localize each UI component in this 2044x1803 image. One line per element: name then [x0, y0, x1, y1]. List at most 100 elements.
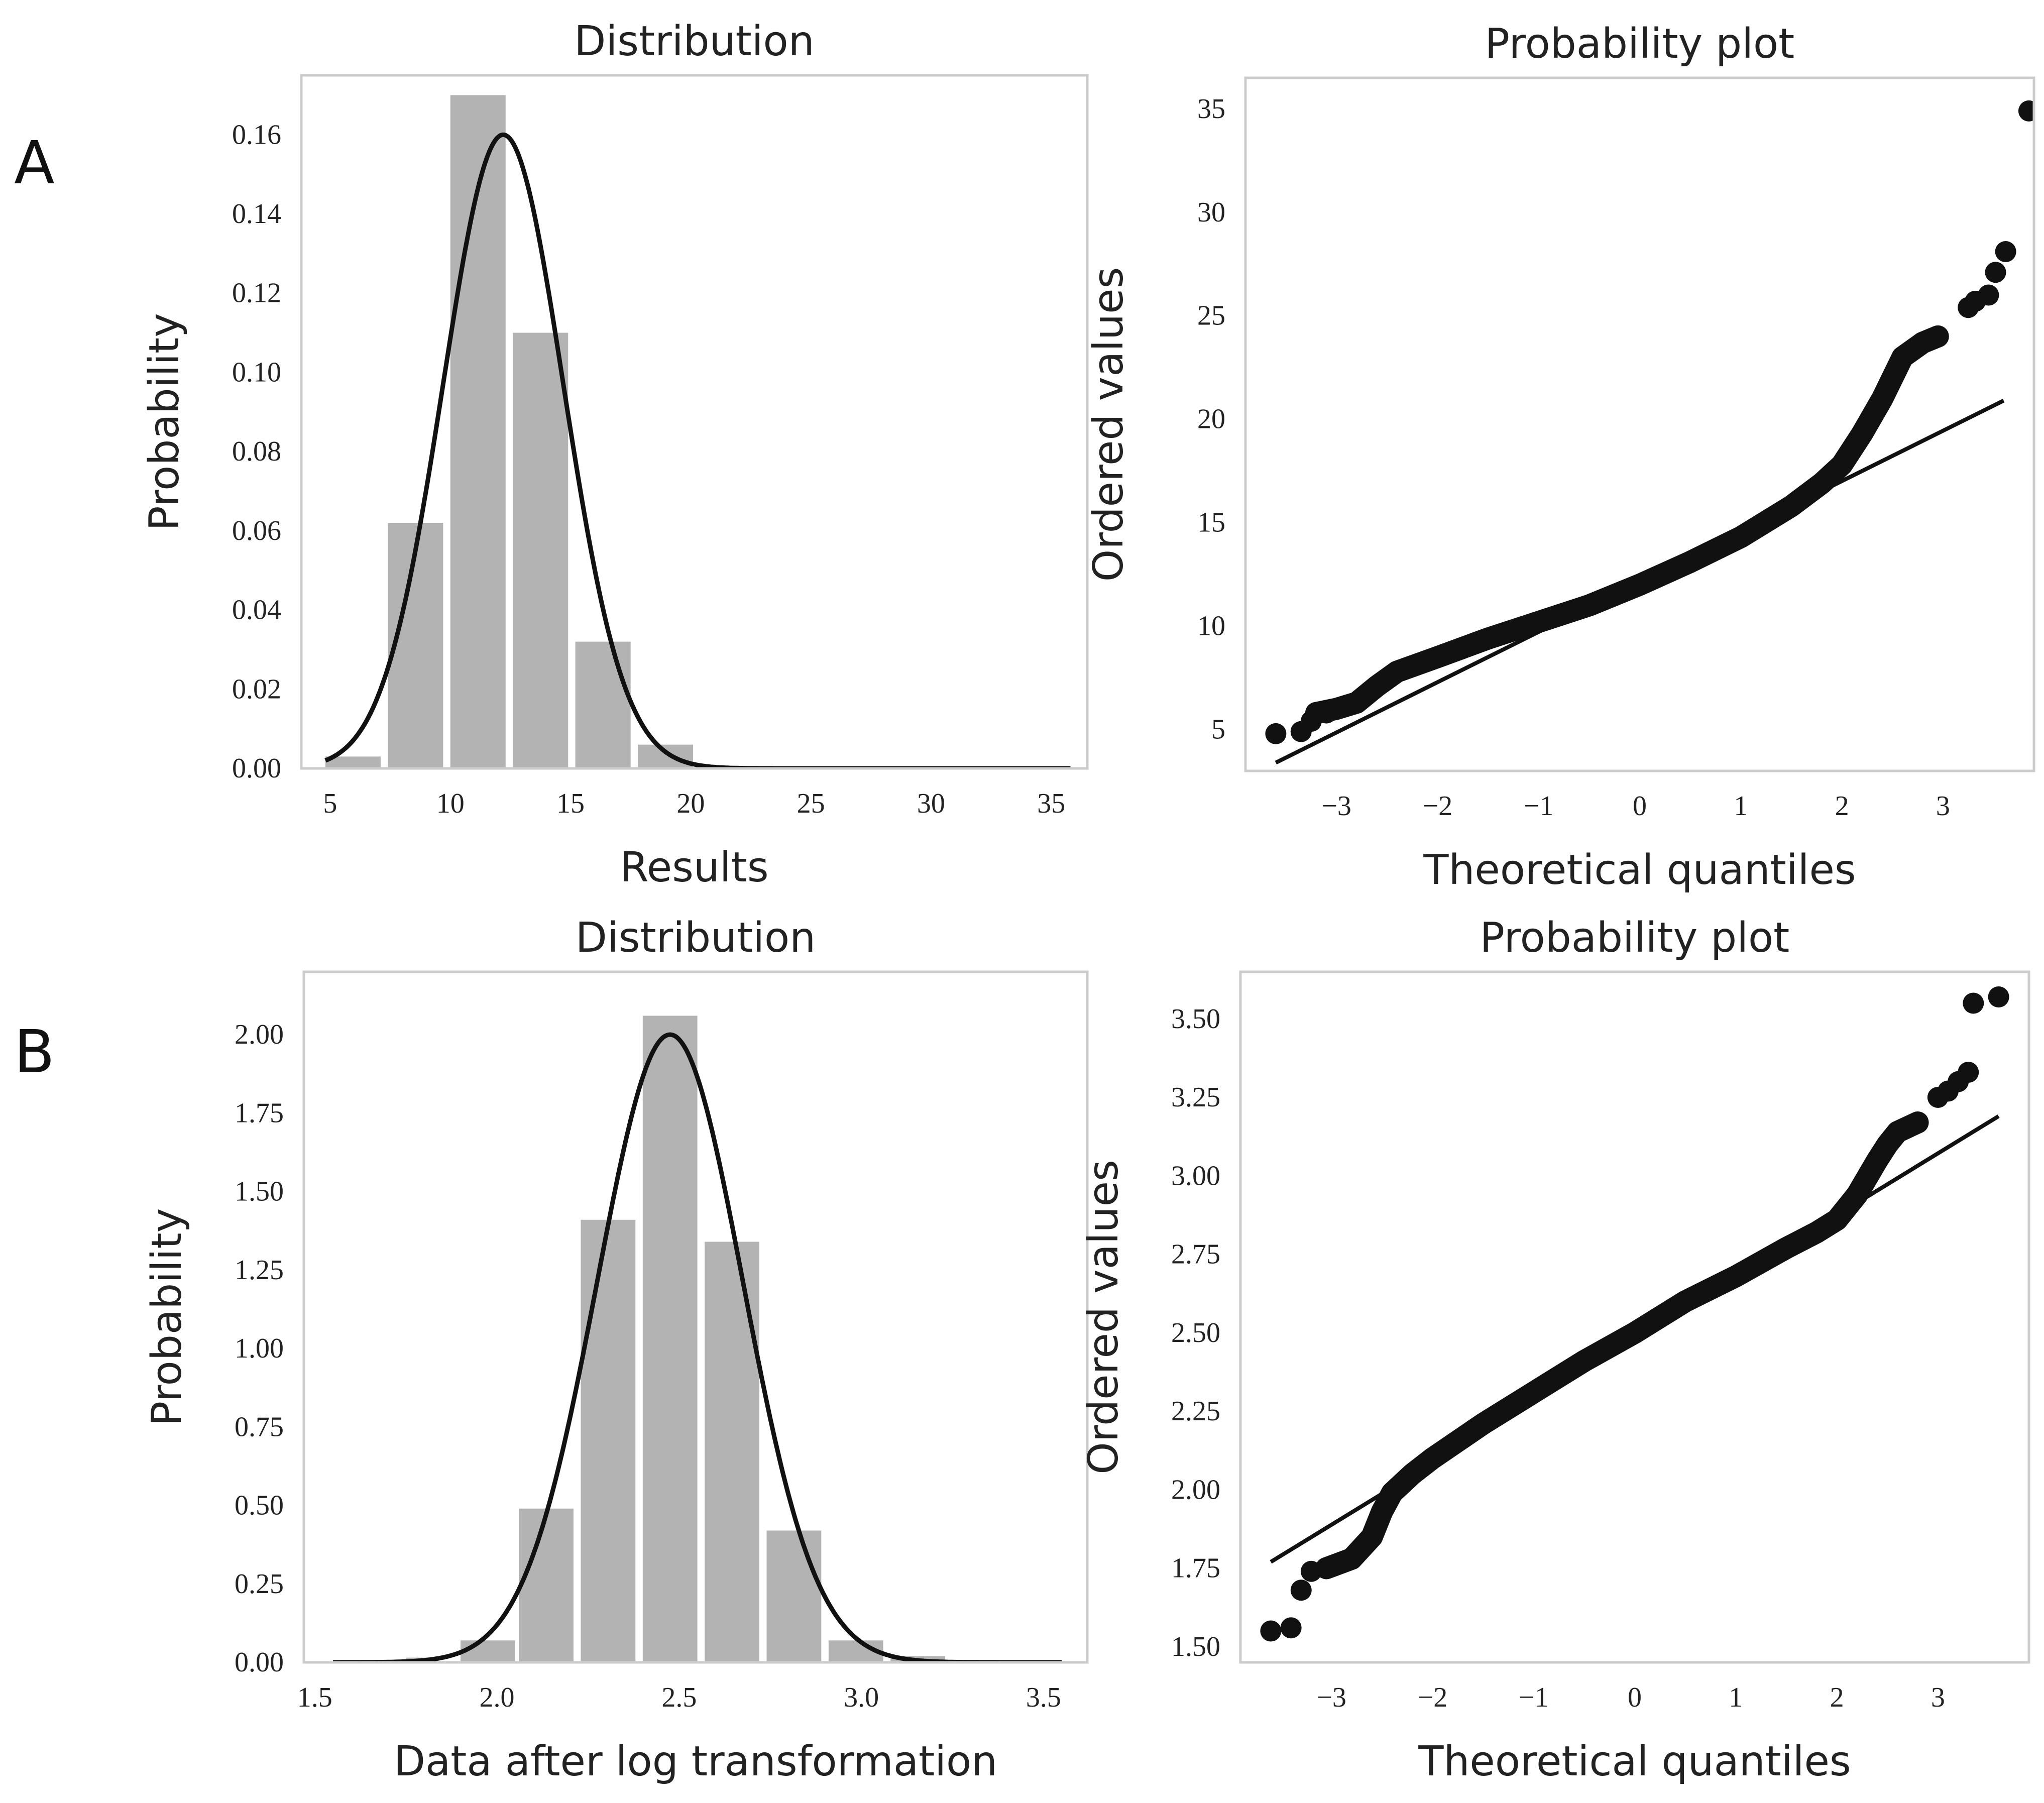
chart-3-plot-area [1260, 986, 2009, 1642]
chart-2-ytick-label-2: 0.50 [235, 1490, 284, 1521]
chart-3-ytick-label-3: 2.25 [1171, 1396, 1220, 1427]
chart-3-title: Probability plot [1480, 914, 1790, 962]
chart-1-point-10 [2038, 84, 2044, 105]
chart-3-ytick-label-6: 3.00 [1171, 1160, 1220, 1191]
chart-0-bar-4 [575, 641, 631, 768]
chart-1-title: Probability plot [1485, 20, 1795, 68]
chart-0-ytick-label-2: 0.04 [232, 595, 281, 626]
chart-1-frame [1244, 76, 2035, 772]
chart-2-title: Distribution [576, 914, 816, 962]
chart-3-ytick-label-4: 2.50 [1171, 1317, 1220, 1348]
chart-1-xtick-label-4: 1 [1734, 791, 1748, 822]
chart-1-xtick-label-2: −1 [1524, 791, 1554, 822]
chart-2-bar-1 [461, 1640, 515, 1662]
chart-1-ytick-label-4: 25 [1197, 300, 1225, 331]
chart-1-point-0 [1265, 723, 1287, 744]
chart-1-ytick-label-1: 10 [1197, 611, 1225, 642]
chart-3-ytick-label-5: 2.75 [1171, 1239, 1220, 1270]
chart-0-ytick-label-8: 0.16 [232, 119, 281, 150]
chart-0-ytick-label-7: 0.14 [232, 198, 281, 230]
chart-1-point-8 [1995, 241, 2016, 263]
chart-2-xlabel: Data after log transformation [394, 1738, 997, 1785]
chart-1-point-9 [2018, 100, 2034, 122]
chart-2: 0.00 0.25 0.50 0.75 1.00 1.25 1.50 1.75 2.00 1.5 2… [143, 914, 1089, 1785]
chart-0-ylabel: Probability [141, 313, 188, 530]
chart-3-xtick-label-5: 2 [1830, 1682, 1844, 1713]
chart-2-ylabel: Probability [143, 1208, 191, 1426]
chart-2-ytick-label-1: 0.25 [235, 1568, 284, 1600]
chart-1-point-3 [1316, 702, 1337, 724]
chart-2-xtick-label-0: 1.5 [297, 1682, 332, 1713]
chart-2-ytick-label-3: 0.75 [235, 1411, 284, 1442]
chart-2-bar-6 [766, 1530, 822, 1662]
chart-0-ytick-label-5: 0.10 [232, 357, 281, 388]
chart-0-bar-2 [450, 95, 506, 768]
chart-1-ytick-label-6: 35 [1197, 93, 1225, 125]
chart-1-ytick-label-5: 30 [1197, 197, 1225, 228]
chart-2-xtick-label-4: 3.5 [1026, 1682, 1061, 1713]
chart-0-bar-5 [638, 744, 694, 768]
chart-0-xtick-label-3: 20 [676, 788, 705, 819]
chart-0: 0.00 0.02 0.04 0.06 0.08 0.10 0.12 0.14 0.16 5 10 1… [141, 18, 1089, 891]
chart-3-ordered-values [1315, 1111, 1929, 1580]
chart-3-xtick-label-1: −2 [1418, 1682, 1448, 1713]
chart-2-frame [302, 970, 1089, 1664]
chart-3-xtick-label-3: 0 [1628, 1682, 1642, 1713]
chart-3-point-8 [1963, 992, 1984, 1014]
chart-1-point-6 [1978, 284, 1999, 306]
chart-2-xtick-label-2: 2.5 [661, 1682, 697, 1713]
chart-3-point-9 [1988, 986, 2009, 1007]
chart-0-bar-0 [325, 756, 381, 768]
chart-3-point-0 [1260, 1620, 1282, 1642]
chart-3-xlabel: Theoretical quantiles [1418, 1738, 1851, 1785]
chart-1-ytick-label-0: 5 [1211, 714, 1225, 745]
chart-0-xtick-label-4: 25 [797, 788, 825, 819]
chart-0-xlabel: Results [620, 844, 768, 891]
chart-2-marks [333, 1016, 1062, 1662]
chart-0-frame [300, 74, 1089, 770]
chart-3-frame [1239, 970, 2030, 1664]
chart-1-xlabel: Theoretical quantiles [1423, 846, 1856, 894]
chart-1-ytick-label-2: 15 [1197, 507, 1225, 538]
chart-3-point-7 [1958, 1062, 1979, 1083]
chart-1-xtick-label-3: 0 [1633, 791, 1647, 822]
chart-0-xtick-label-6: 35 [1037, 788, 1065, 819]
chart-2-bar-4 [642, 1016, 698, 1662]
chart-2-ytick-label-7: 1.75 [235, 1097, 284, 1129]
chart-2-ytick-label-4: 1.00 [235, 1333, 284, 1364]
chart-2-ytick-label-5: 1.25 [235, 1255, 284, 1286]
chart-0-ytick-label-0: 0.00 [232, 753, 281, 784]
chart-1-xtick-label-1: −2 [1423, 791, 1453, 822]
chart-3-ytick-label-7: 3.25 [1171, 1082, 1220, 1113]
chart-1-ytick-label-3: 20 [1197, 404, 1225, 435]
chart-1-xtick-label-5: 2 [1835, 791, 1849, 822]
chart-2-bar-3 [581, 1219, 636, 1662]
chart-0-title: Distribution [574, 18, 814, 65]
chart-2-xtick-label-1: 2.0 [480, 1682, 515, 1713]
chart-2-plot-area [333, 1016, 1062, 1662]
chart-3-point-2 [1290, 1580, 1312, 1601]
chart-0-ytick-label-3: 0.06 [232, 515, 281, 546]
panel-letter-b: B [14, 1017, 55, 1086]
chart-0-xtick-label-2: 15 [556, 788, 585, 819]
charts-layer: 0.000.020.040.060.080.100.120.140.165 10 1… [141, 18, 2044, 1785]
chart-0-marks [324, 95, 1071, 768]
chart-3-point-1 [1280, 1617, 1302, 1639]
chart-1-xtick-label-6: 3 [1936, 791, 1950, 822]
chart-3-ytick-label-8: 3.50 [1171, 1003, 1220, 1035]
chart-0-xtick-label-1: 10 [436, 788, 465, 819]
chart-3: 1.50 1.75 2.00 2.25 2.50 2.75 3.00 3.25 3.50 −3 −2… [1080, 914, 2030, 1785]
chart-3-ytick-label-0: 1.50 [1171, 1631, 1220, 1662]
chart-3-ylabel: Ordered values [1080, 1160, 1127, 1475]
chart-0-plot-area [324, 95, 1071, 768]
chart-0-bar-1 [388, 523, 443, 768]
chart-0-ytick-label-4: 0.08 [232, 436, 281, 467]
chart-1-ordered-values [1305, 325, 1949, 724]
chart-0-density-curve [324, 132, 1071, 768]
chart-1-marks [1265, 84, 2044, 765]
chart-1: 5 10 15 20 25 30 35 −3 −2 −1 0 1 2 3 Probability plot T… [1085, 20, 2044, 894]
chart-2-ytick-label-0: 0.00 [235, 1647, 284, 1678]
chart-0-xtick-label-0: 5 [323, 788, 337, 819]
chart-2-bar-2 [519, 1508, 574, 1662]
